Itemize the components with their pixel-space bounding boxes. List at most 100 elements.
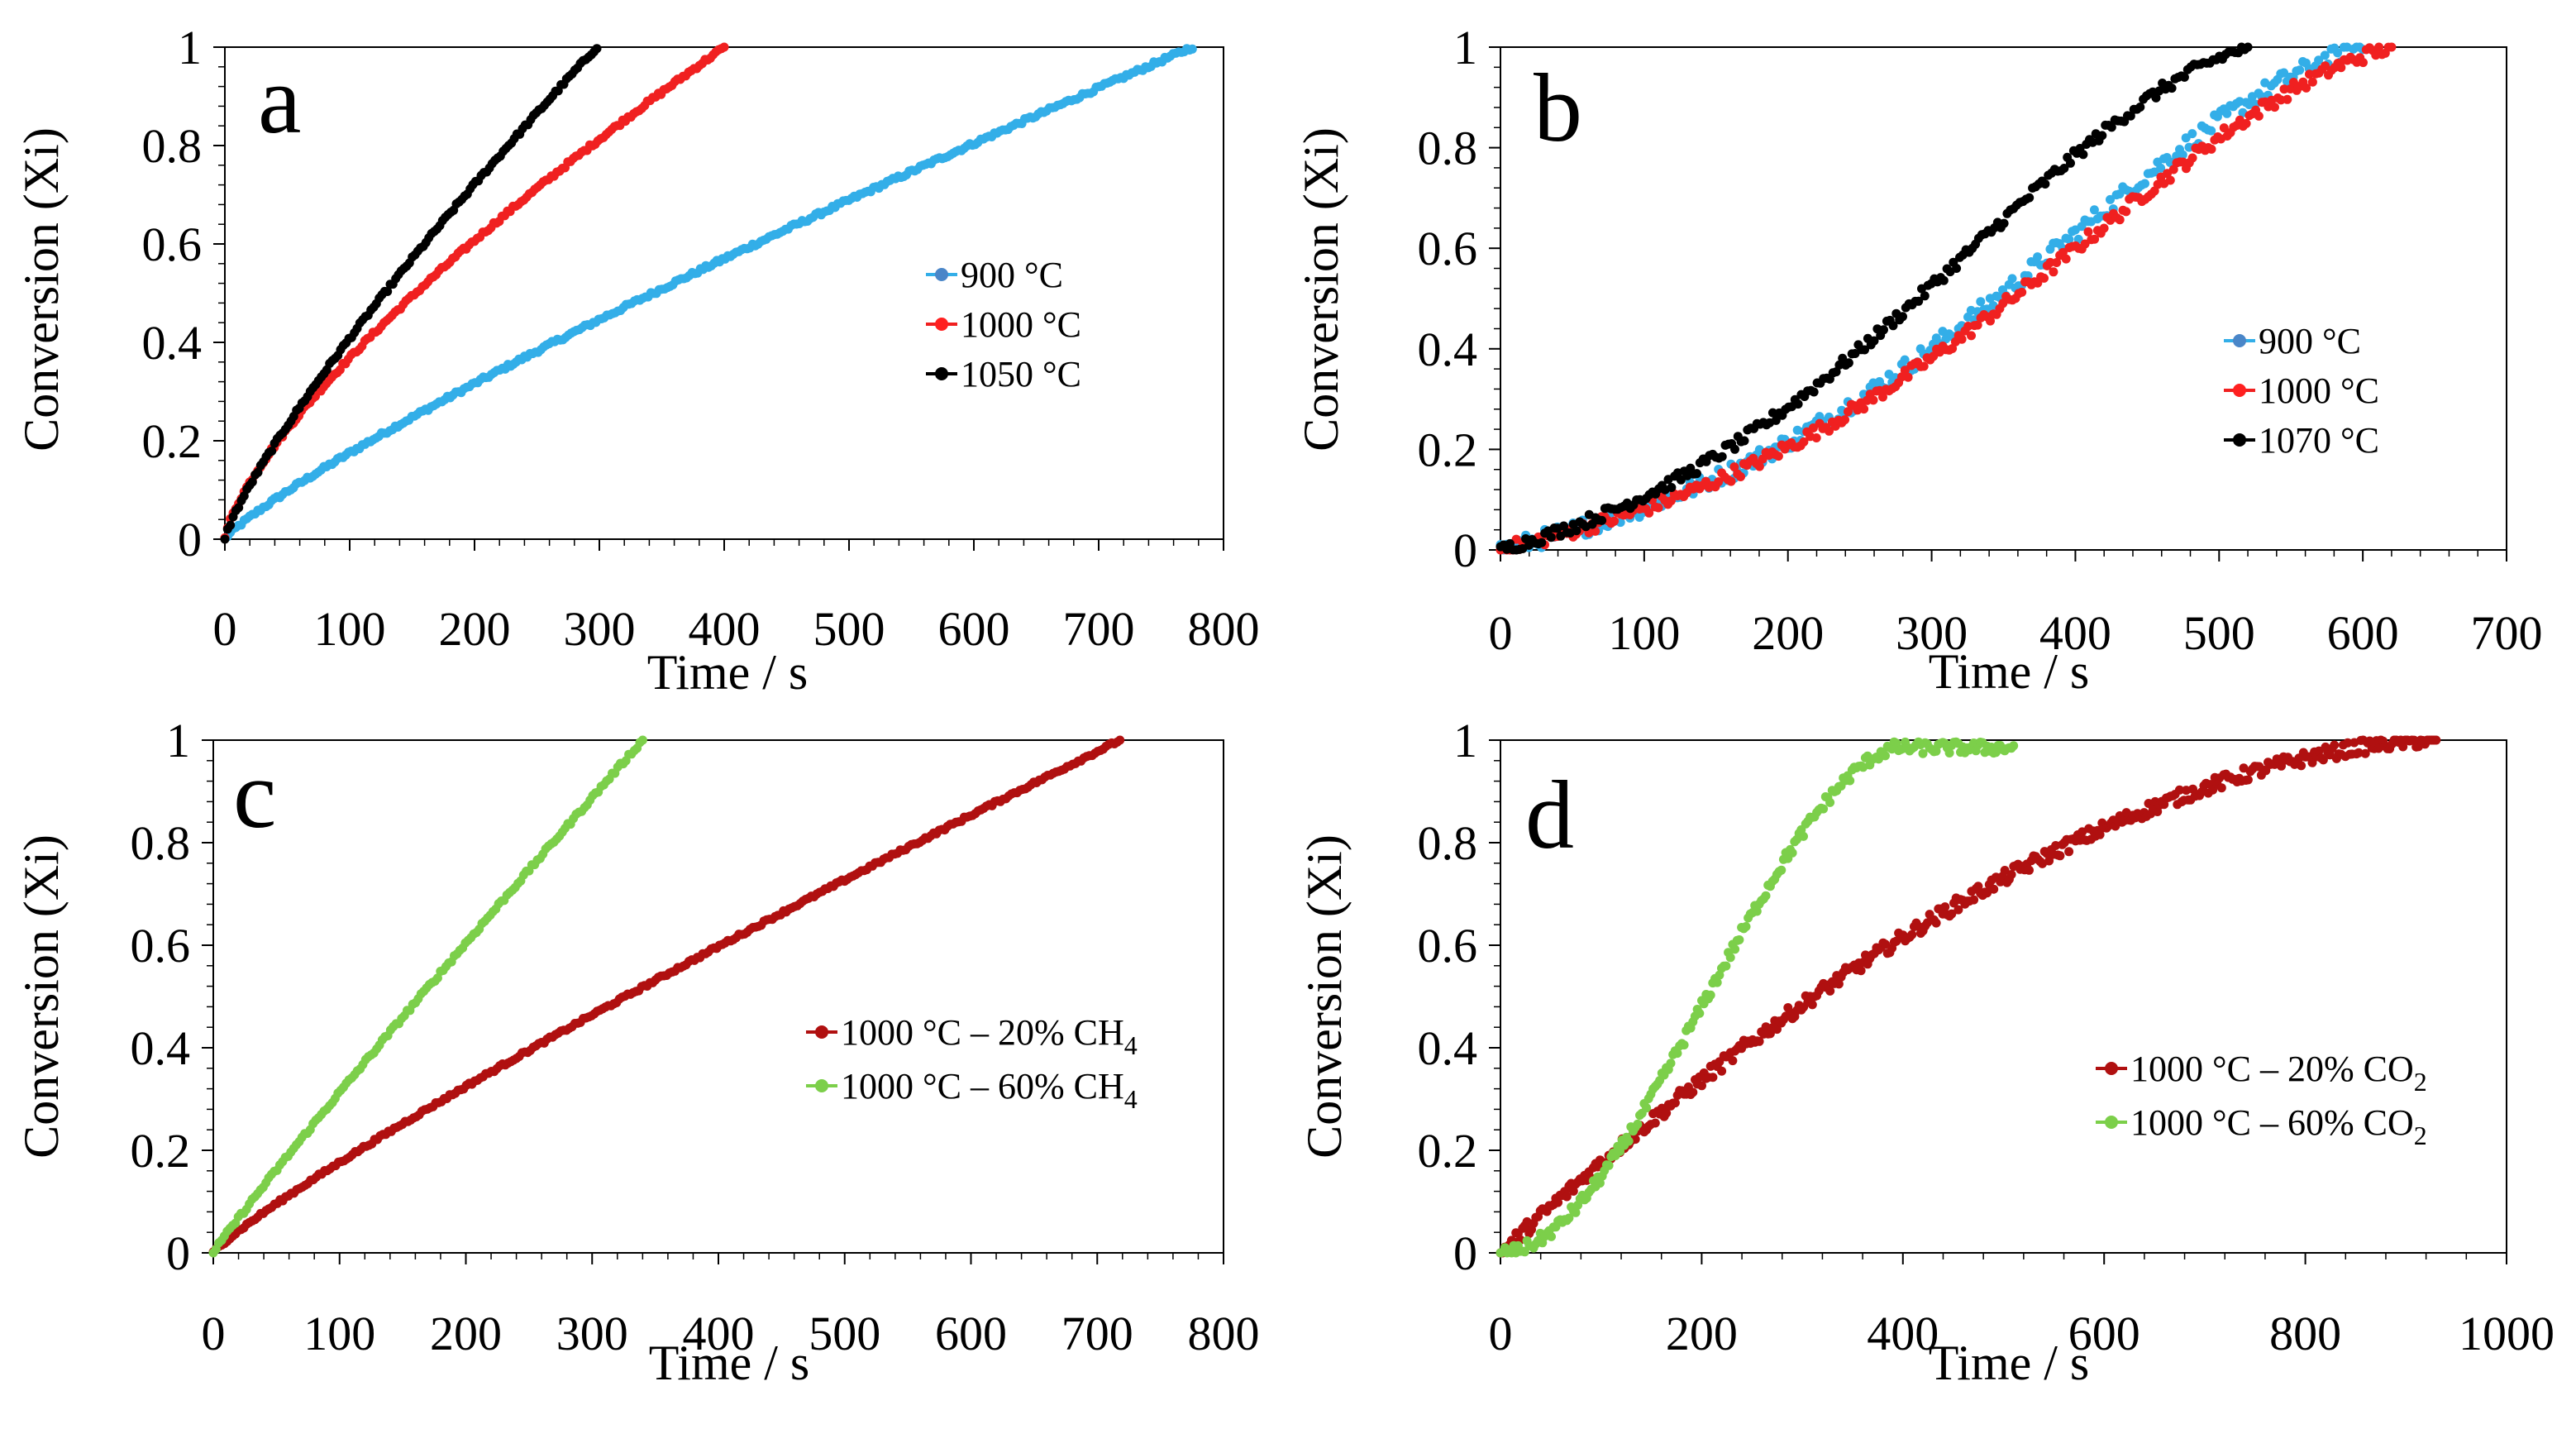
data-point — [2151, 93, 2161, 103]
data-point — [2040, 179, 2050, 189]
x-tick-label: 600 — [2327, 606, 2399, 660]
data-point — [1734, 935, 1744, 944]
data-point — [1787, 848, 1797, 858]
legend-marker — [2105, 1116, 2118, 1129]
data-point — [220, 534, 230, 544]
x-tick-label: 400 — [683, 1307, 755, 1360]
data-point — [2243, 42, 2253, 52]
data-point — [2179, 72, 2189, 82]
data-point — [1670, 1098, 1680, 1108]
x-tick-label: 500 — [809, 1307, 880, 1360]
data-point — [2025, 865, 2034, 875]
data-point — [1729, 462, 1739, 472]
x-tick-label: 300 — [1896, 606, 1968, 660]
legend-marker — [935, 367, 948, 380]
legend-entry: 1050 °C — [926, 354, 1081, 394]
x-tick-label: 800 — [1188, 602, 1260, 656]
data-point — [2187, 153, 2197, 163]
data-point — [1726, 476, 1736, 486]
data-point — [2033, 252, 2043, 262]
data-point — [2222, 108, 2232, 118]
legend-marker — [815, 1079, 828, 1092]
x-tick-label: 1000 — [2459, 1307, 2555, 1360]
data-point — [2295, 65, 2305, 75]
legend-label: 1070 °C — [2259, 420, 2379, 461]
data-point — [2283, 94, 2292, 104]
data-point — [1547, 1231, 1556, 1241]
data-point — [1808, 423, 1818, 433]
data-point — [2216, 783, 2226, 793]
data-point — [2270, 103, 2279, 112]
legend-marker — [2233, 433, 2246, 447]
legend-marker — [2233, 334, 2246, 347]
x-tick-label: 800 — [1188, 1307, 1260, 1360]
legend-subscript: 4 — [1124, 1030, 1138, 1060]
data-point — [2187, 129, 2197, 139]
series-2 — [1496, 42, 2397, 555]
data-point — [1666, 496, 1676, 506]
data-point — [1546, 533, 1556, 542]
data-point — [1973, 882, 1983, 891]
data-point — [1920, 291, 1930, 301]
y-tick-label: 0 — [178, 513, 202, 566]
data-point — [1717, 1066, 1727, 1076]
y-tick-label: 0.8 — [131, 816, 191, 870]
data-point — [1730, 944, 1740, 954]
data-point — [2090, 234, 2100, 244]
data-point — [2017, 287, 2027, 297]
y-tick-label: 0.2 — [1418, 1124, 1478, 1178]
legend-entry: 900 °C — [2224, 321, 2361, 361]
data-point — [2121, 207, 2131, 217]
data-point — [1752, 906, 1762, 916]
data-point — [1572, 526, 1581, 536]
x-axis-label: Time / s — [1929, 1336, 2090, 1390]
y-axis-label: Conversion (Xi) — [14, 834, 69, 1159]
panel-c: 0 100 200 300 400 500 600 700 800 0 0.2 0.4 0.6 0.8 1 T… — [14, 714, 1260, 1390]
y-tick-label: 0 — [166, 1226, 190, 1280]
plot-frame — [1500, 46, 2507, 551]
data-point — [1708, 1073, 1718, 1083]
x-tick-label: 300 — [556, 1307, 628, 1360]
data-point — [1739, 436, 1749, 446]
data-point — [383, 287, 393, 296]
legend-marker — [2105, 1062, 2118, 1075]
data-point — [1969, 895, 1979, 905]
data-point — [1672, 1049, 1682, 1059]
data-point — [2083, 227, 2093, 237]
data-point — [637, 735, 647, 745]
data-point — [2061, 254, 2071, 264]
data-point — [1597, 515, 1607, 525]
x-axis-label: Time / s — [1929, 644, 2090, 699]
y-tick-label: 0.2 — [1418, 423, 1478, 476]
y-tick-label: 0 — [1453, 1226, 1477, 1280]
data-point — [1879, 325, 1888, 335]
data-point — [1115, 735, 1125, 745]
data-point — [1721, 961, 1731, 971]
data-point — [1888, 321, 1898, 331]
data-point — [2025, 193, 2035, 203]
data-point — [1931, 918, 1941, 928]
data-point — [2307, 77, 2317, 87]
data-point — [1624, 1136, 1634, 1146]
data-point — [2333, 48, 2343, 58]
data-point — [1754, 461, 1764, 471]
data-point — [1604, 1160, 1614, 1170]
legend-entry: 900 °C — [926, 255, 1063, 295]
data-point — [1819, 804, 1829, 814]
x-tick-label: 0 — [202, 1307, 226, 1360]
data-point — [2343, 738, 2353, 748]
y-axis-label: Conversion (Xi) — [14, 127, 69, 452]
data-point — [1825, 797, 1835, 807]
data-point — [2089, 205, 2099, 215]
data-point — [1825, 986, 1835, 996]
data-point — [1989, 884, 1999, 894]
x-axis-label: Time / s — [649, 1336, 810, 1390]
data-point — [1844, 358, 1853, 368]
panel-b: 0 100 200 300 400 500 600 700 0 0.2 0.4 0.6 0.8 1 Time… — [1294, 21, 2543, 699]
y-tick-label: 1 — [166, 714, 190, 767]
data-point — [1761, 891, 1771, 901]
data-point — [1712, 977, 1722, 987]
legend-label: 1000 °C — [2259, 370, 2379, 411]
data-point — [2080, 239, 2090, 249]
legend-label: 1050 °C — [961, 354, 1081, 394]
